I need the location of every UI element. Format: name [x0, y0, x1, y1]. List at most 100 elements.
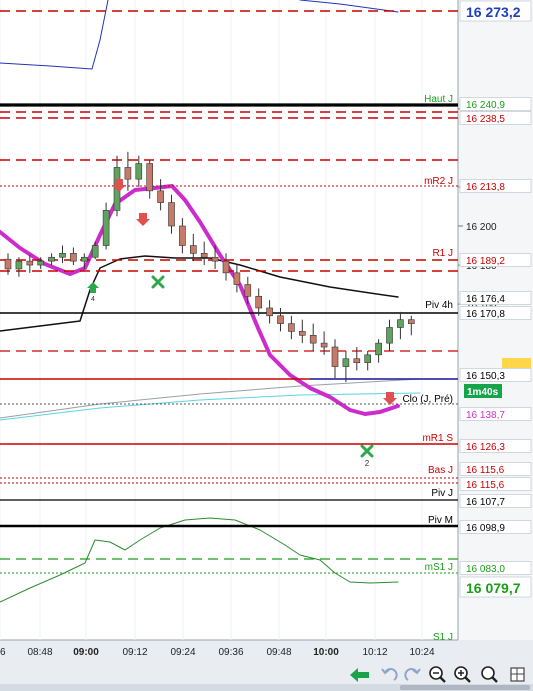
price-box-value: 16 107,7	[466, 497, 505, 508]
candle-body[interactable]	[407, 319, 415, 324]
level-name-label: Piv J	[431, 488, 453, 499]
candle-body[interactable]	[277, 315, 284, 324]
level-name-label: Clo (J, Pré)	[402, 394, 453, 405]
candle-body[interactable]	[244, 284, 252, 297]
upper-blue-line	[0, 0, 109, 70]
candle-body[interactable]	[342, 358, 350, 367]
candle-body[interactable]	[397, 319, 404, 328]
price-box	[459, 0, 532, 22]
buy-arrow-icon	[87, 282, 99, 293]
candle-body[interactable]	[266, 307, 273, 317]
y-tick-label: 16 200	[466, 222, 497, 233]
undo-icon[interactable]	[381, 668, 398, 681]
price-box-value: 16 150,3	[466, 371, 505, 382]
candle-body[interactable]	[386, 327, 393, 344]
candle-body[interactable]	[211, 256, 219, 262]
zoom-fit-icon[interactable]	[481, 666, 498, 683]
price-box	[459, 407, 532, 421]
cross-marker-icon	[360, 444, 374, 458]
candle-body[interactable]	[320, 342, 328, 348]
level-name-label: Piv M	[428, 515, 453, 526]
candle-body[interactable]	[309, 335, 317, 344]
candle-body[interactable]	[157, 190, 164, 203]
candle-body[interactable]	[298, 331, 306, 336]
candle-body[interactable]	[353, 358, 361, 363]
price-box-value: 16 115,6	[466, 465, 505, 476]
timer-label: 1m40s	[467, 387, 499, 398]
candle-body[interactable]	[146, 163, 153, 192]
price-box	[459, 368, 532, 382]
candle-body[interactable]	[222, 260, 230, 274]
candle-body[interactable]	[70, 253, 77, 262]
arrow-left-green-icon[interactable]	[350, 668, 369, 682]
candle-body[interactable]	[135, 163, 143, 180]
candle-body[interactable]	[190, 245, 197, 254]
x-tick-label: 6	[0, 647, 6, 658]
upper-blue-line-right	[299, 0, 399, 13]
sell-arrow-icon	[383, 392, 397, 405]
price-box-value: 16 138,7	[466, 410, 505, 421]
y-tick-label: 16 160	[466, 300, 497, 311]
x-tick-label: 10:12	[362, 647, 387, 658]
x-tick-label: 09:00	[73, 647, 99, 658]
candle-body[interactable]	[102, 210, 110, 246]
cross-marker-icon	[151, 275, 165, 289]
price-box-value: 16 273,2	[466, 4, 521, 20]
candle-body[interactable]	[91, 245, 99, 258]
candle-body[interactable]	[364, 354, 372, 363]
zoom-fit-lens	[481, 666, 495, 680]
price-box	[459, 561, 532, 575]
candle-body[interactable]	[59, 253, 66, 258]
level-name-label: Haut J	[424, 94, 453, 105]
x-tick-label: 09:48	[266, 647, 291, 658]
price-box-value: 16 170,8	[466, 309, 505, 320]
candle-body[interactable]	[48, 256, 55, 262]
sell-arrow-icon	[112, 179, 126, 192]
zoom-in-icon-handle	[464, 676, 471, 683]
candle-body[interactable]	[15, 260, 23, 270]
black-ma-line	[0, 255, 399, 332]
candle-body[interactable]	[124, 167, 132, 180]
price-box	[459, 97, 532, 111]
horizontal-scrollbar[interactable]	[0, 684, 533, 691]
candle-body[interactable]	[4, 258, 12, 270]
price-box-value: 16 098,9	[466, 523, 505, 534]
candle-body[interactable]	[37, 260, 45, 266]
candle-body[interactable]	[233, 272, 241, 285]
arrow-marker-count: 4	[91, 296, 95, 303]
candle-body[interactable]	[179, 225, 186, 246]
candle-body[interactable]	[81, 256, 88, 262]
x-tick-label: 09:24	[170, 647, 195, 658]
price-box	[459, 494, 532, 508]
zoom-out-icon[interactable]	[429, 666, 446, 683]
candle-body[interactable]	[168, 202, 175, 227]
candle-body[interactable]	[375, 342, 382, 356]
magenta-ma-line	[0, 184, 400, 416]
candle-body[interactable]	[331, 346, 339, 367]
level-name-label: Bas J	[428, 465, 453, 476]
price-box	[459, 306, 532, 320]
settings-grid-icon[interactable]	[510, 667, 525, 682]
zoom-in-icon[interactable]	[454, 666, 471, 683]
cross-marker-count: 2	[365, 459, 370, 468]
level-name-label: mR2 J	[424, 176, 453, 187]
x-tick-label: 09:36	[218, 647, 243, 658]
level-name-label: mS1 J	[425, 562, 453, 573]
price-box-value: 16 083,0	[466, 564, 505, 575]
x-tick-label: 10:00	[313, 647, 339, 658]
level-name-label: S1 J	[433, 632, 453, 643]
scrollbar-thumb[interactable]	[400, 685, 530, 690]
sell-arrow-icon	[136, 213, 150, 226]
candle-body[interactable]	[200, 253, 208, 258]
grey-line	[0, 378, 421, 419]
price-box	[459, 439, 532, 453]
candle-body[interactable]	[255, 295, 262, 309]
redo-icon[interactable]	[404, 668, 421, 681]
candle-body[interactable]	[288, 323, 295, 332]
price-box-value: 16 115,6	[466, 480, 505, 491]
candle-body[interactable]	[26, 260, 34, 266]
level-name-label: Piv 4h	[425, 300, 453, 311]
x-tick-label: 08:48	[27, 647, 52, 658]
